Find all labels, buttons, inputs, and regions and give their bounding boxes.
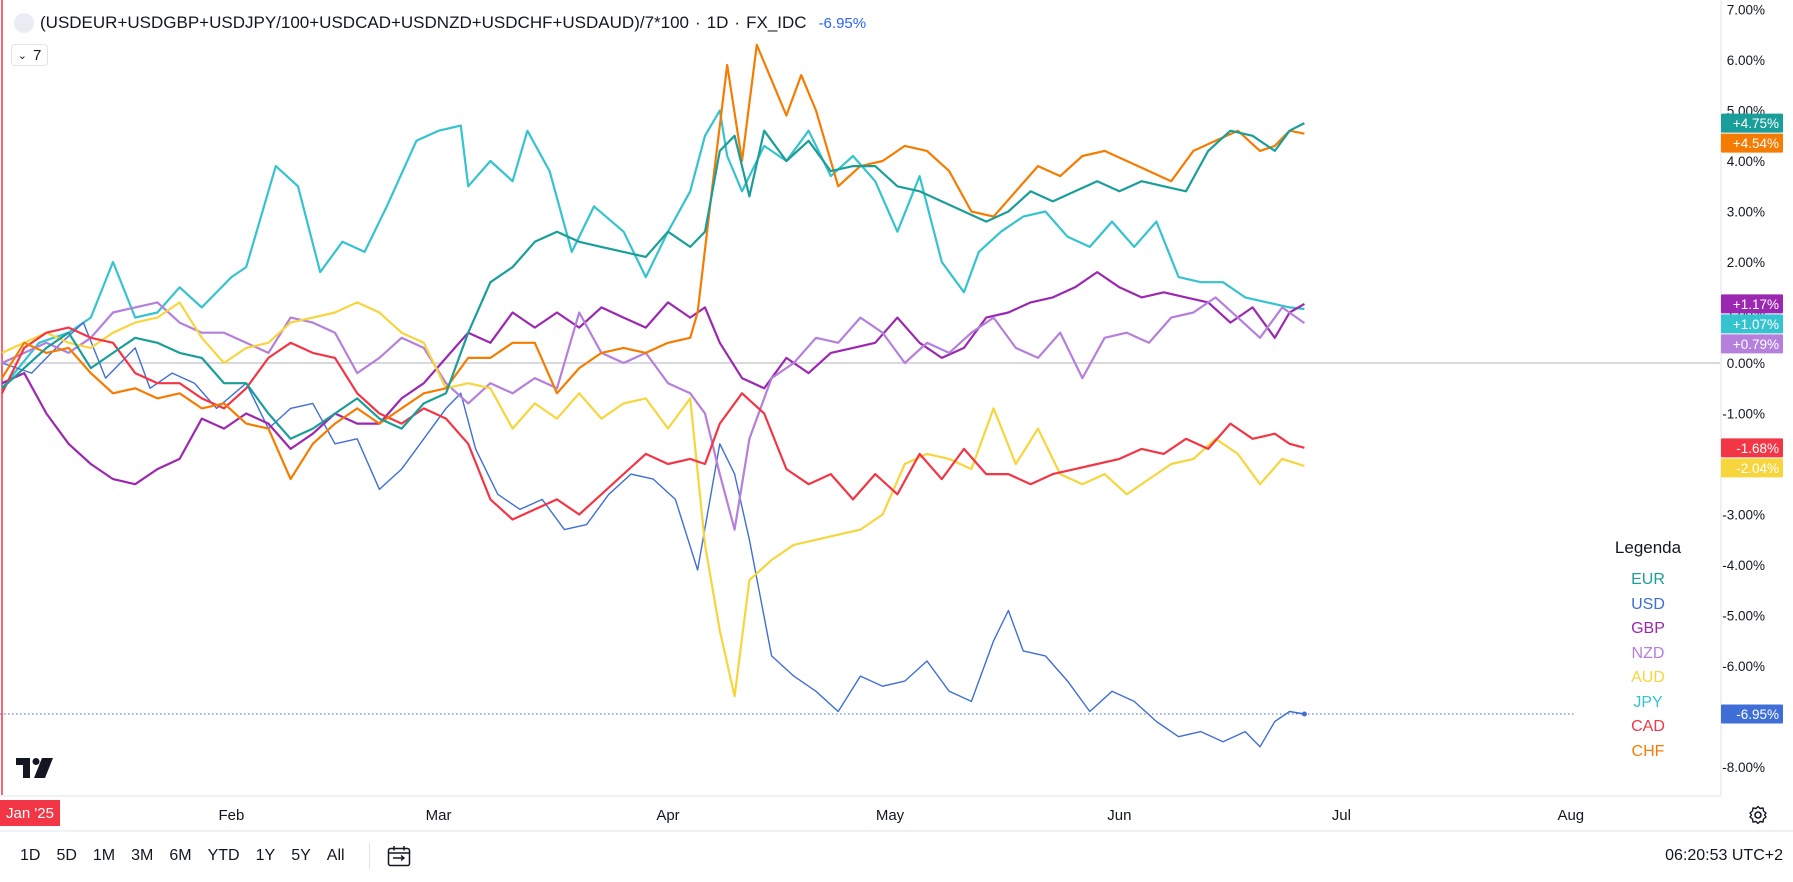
y-tick-label: 4.00% — [1727, 154, 1765, 169]
symbol-expression[interactable]: (USDEUR+USDGBP+USDJPY/100+USDCAD+USDNZD+… — [40, 13, 690, 32]
range-button-6m[interactable]: 6M — [169, 847, 192, 864]
clock-timezone[interactable]: 06:20:53 UTC+2 — [1665, 847, 1783, 864]
last-point-usd — [1301, 711, 1307, 717]
series-line-aud[interactable] — [1, 301, 1305, 698]
symbol-logo-icon — [14, 13, 34, 33]
legend: Legenda EUR USD GBP NZD AUD JPY CAD CHF — [1590, 538, 1706, 764]
settings-gear-icon[interactable] — [1743, 800, 1773, 830]
last-value-text: +4.75% — [1733, 116, 1779, 131]
last-value-badge-cad: -1.68% — [1721, 438, 1783, 458]
x-tick-label: Aug — [1557, 807, 1584, 824]
y-tick-label: 7.00% — [1727, 3, 1765, 18]
series-line-chf[interactable] — [1, 43, 1305, 481]
bottom-toolbar: 1D 5D 1M 3M 6M YTD 1Y 5Y All — [0, 836, 1793, 876]
legend-item-usd[interactable]: USD — [1631, 595, 1665, 613]
y-tick-label: 0.00% — [1727, 356, 1765, 371]
last-value-badge-gbp: +1.17% — [1721, 294, 1783, 314]
range-button-3m[interactable]: 3M — [131, 847, 154, 864]
y-tick-label: 2.00% — [1727, 255, 1765, 270]
series-line-jpy[interactable] — [1, 109, 1305, 389]
last-value-text: +1.17% — [1733, 297, 1779, 312]
series-line-usd[interactable] — [1, 321, 1305, 748]
range-button-5y[interactable]: 5Y — [291, 847, 311, 864]
y-tick-label: -3.00% — [1722, 508, 1765, 523]
y-tick-label: -5.00% — [1722, 609, 1765, 624]
last-value-badge-usd: -6.95% — [1721, 704, 1783, 724]
chart-header: (USDEUR+USDGBP+USDJPY/100+USDCAD+USDNZD+… — [14, 12, 866, 34]
change-percent: -6.95% — [818, 14, 867, 32]
x-tick-label: Apr — [656, 807, 679, 824]
last-value-badge-aud: -2.04% — [1721, 458, 1783, 478]
y-tick-label: -6.00% — [1722, 659, 1765, 674]
y-tick-label: -1.00% — [1722, 407, 1765, 422]
last-value-text: -2.04% — [1736, 461, 1779, 476]
legend-item-jpy[interactable]: JPY — [1633, 693, 1663, 711]
series-count-toggle[interactable]: ⌄ 7 — [11, 44, 48, 66]
last-value-text: -6.95% — [1736, 707, 1779, 722]
range-button-all[interactable]: All — [326, 847, 345, 864]
x-tick-label: May — [876, 807, 905, 824]
tradingview-logo-icon[interactable] — [16, 758, 54, 783]
x-tick-label: Jul — [1332, 807, 1351, 824]
header-sep: · — [734, 13, 741, 32]
y-tick-label: 6.00% — [1727, 53, 1765, 68]
last-value-text: +0.79% — [1733, 337, 1779, 352]
legend-item-aud[interactable]: AUD — [1631, 669, 1665, 686]
range-button-5d[interactable]: 5D — [56, 847, 77, 864]
series-line-eur[interactable] — [1, 122, 1305, 440]
range-button-1m[interactable]: 1M — [92, 847, 116, 864]
x-tick-label: Feb — [218, 807, 244, 824]
x-tick-label: Mar — [426, 807, 452, 824]
toolbar-separator — [368, 843, 370, 869]
last-value-text: -1.68% — [1736, 441, 1779, 456]
last-value-badge-jpy: +1.07% — [1721, 314, 1783, 334]
source-label: FX_IDC — [746, 13, 807, 32]
last-value-badge-chf: +4.54% — [1721, 133, 1783, 153]
start-date-badge: Jan '25 — [0, 800, 60, 826]
legend-item-nzd[interactable]: NZD — [1631, 644, 1665, 662]
legend-item-gbp[interactable]: GBP — [1631, 620, 1665, 637]
y-tick-label: -4.00% — [1722, 558, 1765, 573]
y-tick-label: -8.00% — [1722, 760, 1765, 775]
legend-title: Legenda — [1614, 538, 1682, 557]
series-line-gbp[interactable] — [1, 271, 1305, 486]
series-line-nzd[interactable] — [1, 296, 1306, 531]
x-tick-label: Jun — [1107, 807, 1131, 824]
last-value-text: +1.07% — [1733, 317, 1779, 332]
range-button-1y[interactable]: 1Y — [255, 847, 276, 864]
interval-label[interactable]: 1D — [706, 13, 729, 32]
last-value-badge-eur: +4.75% — [1721, 113, 1783, 133]
header-sep: · — [695, 13, 701, 32]
date-range-calendar-icon[interactable] — [384, 841, 414, 871]
legend-item-cad[interactable]: CAD — [1631, 718, 1665, 735]
legend-item-eur[interactable]: EUR — [1631, 571, 1665, 588]
legend-item-chf[interactable]: CHF — [1631, 742, 1665, 760]
last-value-badge-nzd: +0.79% — [1721, 334, 1783, 354]
chevron-down-icon: ⌄ — [17, 49, 27, 62]
y-tick-label: 3.00% — [1727, 205, 1765, 220]
range-button-ytd[interactable]: YTD — [207, 847, 240, 864]
series-line-cad[interactable] — [1, 326, 1305, 521]
series-count: 7 — [32, 46, 42, 64]
range-button-1d[interactable]: 1D — [20, 847, 41, 864]
last-value-text: +4.54% — [1733, 136, 1779, 151]
